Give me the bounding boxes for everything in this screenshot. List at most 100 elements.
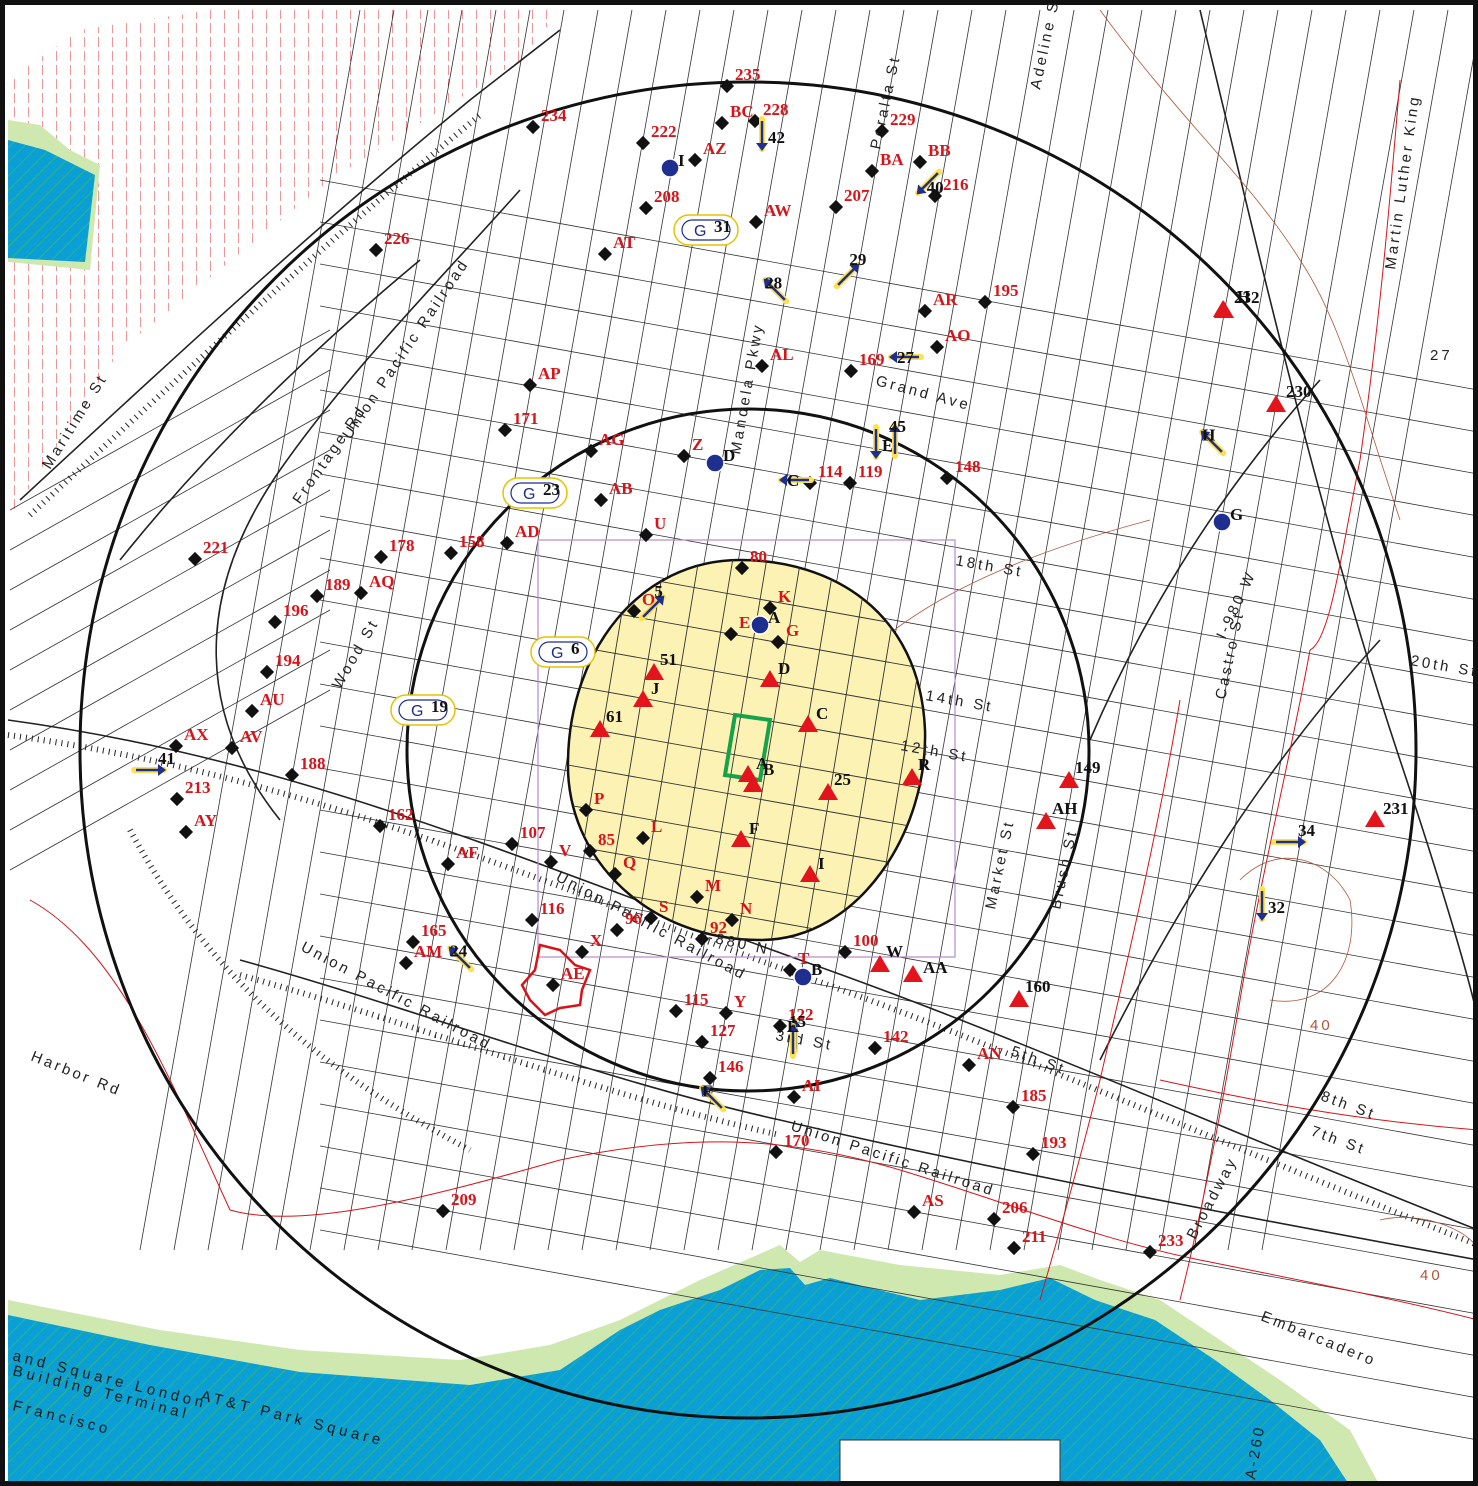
database-listing-marker[interactable]: AE: [545, 964, 585, 993]
contamination-site-marker[interactable]: R: [902, 755, 931, 785]
database-listing-marker[interactable]: M: [689, 876, 721, 905]
groundwater-flow-arrow[interactable]: 34: [1271, 821, 1316, 848]
database-listing-marker[interactable]: AL: [754, 345, 794, 374]
database-listing-marker[interactable]: 92: [694, 918, 727, 947]
well-cluster-capsule[interactable]: G 19: [390, 694, 456, 726]
database-listing-marker[interactable]: 142: [867, 1027, 909, 1056]
monitoring-well-marker[interactable]: G: [1212, 505, 1243, 532]
database-listing-marker[interactable]: AM: [398, 942, 442, 971]
groundwater-flow-arrow[interactable]: 24: [441, 933, 484, 976]
contamination-site-marker[interactable]: 160: [1009, 977, 1051, 1007]
database-listing-marker[interactable]: 171: [497, 409, 539, 438]
contamination-site-marker[interactable]: AH: [1036, 799, 1078, 829]
database-listing-marker[interactable]: AG: [583, 430, 625, 459]
database-listing-marker[interactable]: 193: [1025, 1133, 1067, 1162]
database-listing-marker[interactable]: L: [635, 817, 662, 846]
database-listing-marker[interactable]: 116: [524, 899, 565, 928]
database-listing-marker[interactable]: 100: [837, 931, 879, 960]
database-listing-marker[interactable]: AZ: [687, 139, 727, 168]
contamination-site-marker[interactable]: D: [760, 659, 790, 687]
database-listing-marker[interactable]: AT: [597, 233, 636, 262]
groundwater-flow-arrow[interactable]: 40: [912, 167, 954, 209]
database-listing-marker[interactable]: P: [578, 789, 604, 818]
database-listing-marker[interactable]: 80: [734, 547, 767, 576]
database-listing-marker[interactable]: 115: [668, 990, 709, 1019]
database-listing-marker[interactable]: AD: [499, 522, 540, 551]
contamination-site-marker[interactable]: 25: [818, 770, 851, 800]
database-listing-marker[interactable]: AW: [748, 201, 791, 230]
database-listing-marker[interactable]: AS: [906, 1191, 944, 1220]
database-listing-marker[interactable]: 211: [1006, 1227, 1047, 1256]
database-listing-marker[interactable]: 206: [986, 1198, 1028, 1227]
contamination-site-marker[interactable]: I: [800, 854, 825, 882]
database-listing-marker[interactable]: AU: [244, 690, 285, 719]
database-listing-marker[interactable]: T: [782, 949, 810, 978]
database-listing-marker[interactable]: K: [762, 587, 792, 616]
database-listing-marker[interactable]: 165: [405, 921, 447, 950]
database-listing-marker[interactable]: S: [643, 897, 669, 926]
database-listing-marker[interactable]: 222: [635, 122, 677, 151]
monitoring-well-marker[interactable]: D: [705, 446, 735, 473]
groundwater-flow-arrow[interactable]: 41: [131, 749, 175, 776]
database-listing-marker[interactable]: AO: [929, 326, 971, 355]
database-listing-marker[interactable]: AX: [168, 725, 209, 754]
database-listing-marker[interactable]: 235: [719, 65, 761, 94]
database-listing-marker[interactable]: AQ: [353, 572, 395, 601]
monitoring-well-marker[interactable]: I: [660, 151, 685, 178]
groundwater-flow-arrow[interactable]: E: [787, 1017, 799, 1059]
database-listing-marker[interactable]: 185: [1005, 1086, 1047, 1115]
contamination-site-marker[interactable]: B: [743, 760, 774, 792]
database-listing-marker[interactable]: 221: [187, 538, 229, 567]
groundwater-flow-arrow[interactable]: H: [1193, 419, 1234, 460]
database-listing-marker[interactable]: 228: [747, 100, 789, 129]
database-listing-marker[interactable]: 196: [267, 601, 309, 630]
database-listing-marker[interactable]: AB: [593, 479, 633, 508]
database-listing-marker[interactable]: 107: [504, 823, 546, 852]
groundwater-flow-arrow[interactable]: 27: [888, 348, 924, 367]
database-listing-marker[interactable]: U: [638, 514, 666, 543]
database-listing-marker[interactable]: AR: [917, 290, 958, 319]
database-listing-marker[interactable]: 213: [169, 778, 211, 807]
contamination-site-marker[interactable]: 51: [644, 650, 677, 680]
groundwater-flow-arrow[interactable]: 45: [889, 417, 906, 459]
database-listing-marker[interactable]: Y: [718, 992, 746, 1021]
database-listing-marker[interactable]: BA: [864, 150, 904, 179]
contamination-site-marker[interactable]: C: [798, 704, 828, 732]
database-listing-marker[interactable]: BC: [714, 102, 754, 131]
database-listing-marker[interactable]: 148: [939, 457, 981, 486]
database-listing-marker[interactable]: 216: [927, 175, 969, 204]
groundwater-flow-arrow[interactable]: 32: [1256, 886, 1285, 922]
groundwater-flow-arrow[interactable]: C: [778, 471, 814, 490]
contamination-site-marker[interactable]: AA: [903, 958, 948, 982]
database-listing-marker[interactable]: 208: [638, 187, 680, 216]
database-listing-marker[interactable]: Q: [607, 853, 636, 882]
database-listing-marker[interactable]: AN: [961, 1044, 1002, 1073]
database-listing-marker[interactable]: 119: [842, 462, 883, 491]
database-listing-marker[interactable]: AV: [224, 727, 263, 756]
database-listing-marker[interactable]: 127: [694, 1021, 736, 1050]
contamination-site-marker[interactable]: 231: [1365, 799, 1409, 827]
database-listing-marker[interactable]: 195: [977, 281, 1019, 310]
database-listing-marker[interactable]: 169: [843, 350, 885, 379]
database-listing-marker[interactable]: 226: [368, 229, 410, 258]
database-listing-marker[interactable]: Z: [676, 435, 703, 464]
database-listing-marker[interactable]: 170: [768, 1131, 810, 1160]
database-listing-marker[interactable]: AF: [440, 843, 479, 872]
database-listing-marker[interactable]: 234: [525, 106, 567, 135]
database-listing-marker[interactable]: 233: [1142, 1231, 1184, 1260]
database-listing-marker[interactable]: G: [770, 621, 799, 650]
groundwater-flow-arrow[interactable]: 29: [825, 242, 876, 293]
contamination-site-marker[interactable]: 149: [1059, 758, 1101, 788]
database-listing-marker[interactable]: 158: [443, 532, 485, 561]
database-listing-marker[interactable]: 189: [309, 575, 351, 604]
database-listing-marker[interactable]: X: [574, 931, 603, 960]
well-cluster-capsule[interactable]: G 23: [502, 477, 568, 509]
database-listing-marker[interactable]: V: [543, 841, 572, 870]
well-cluster-capsule[interactable]: G 31: [673, 214, 739, 246]
database-listing-marker[interactable]: 188: [284, 754, 326, 783]
database-listing-marker[interactable]: 207: [828, 186, 870, 215]
contamination-site-marker[interactable]: J: [633, 679, 660, 707]
database-listing-marker[interactable]: N: [724, 899, 753, 928]
groundwater-flow-arrow[interactable]: 42: [756, 116, 785, 152]
